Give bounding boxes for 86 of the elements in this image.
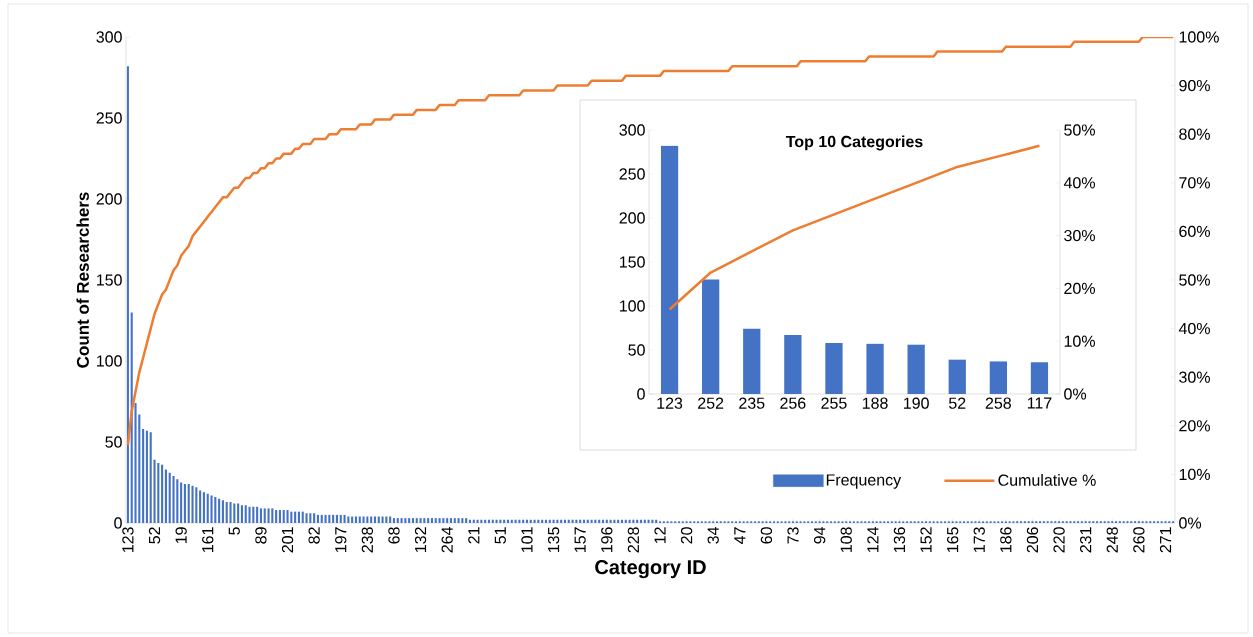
y2-tick-label: 60% bbox=[1179, 225, 1210, 238]
x-tick-label: 68 bbox=[388, 527, 400, 544]
y-tick-label: 150 bbox=[620, 256, 645, 268]
x-tick-label: 73 bbox=[787, 527, 799, 544]
x-tick-label: 123 bbox=[122, 527, 134, 552]
x-tick-label: 196 bbox=[601, 527, 613, 552]
y-tick-label: 300 bbox=[619, 124, 645, 136]
y2-tick-label: 100% bbox=[1179, 31, 1219, 43]
y2-tick-label: 90% bbox=[1179, 79, 1210, 92]
y2-tick-label: 10% bbox=[1064, 335, 1095, 347]
y2-tick-label: 20% bbox=[1064, 282, 1095, 295]
x-tick-label: 19 bbox=[175, 527, 187, 544]
x-tick-label: 108 bbox=[840, 527, 852, 552]
x-tick-label: 34 bbox=[707, 527, 719, 544]
x-tick-label: 132 bbox=[414, 527, 427, 552]
x-tick-label: 260 bbox=[1133, 527, 1145, 553]
x-tick-label: 89 bbox=[255, 527, 267, 544]
x-tick-label: 238 bbox=[361, 527, 374, 553]
legend-label: Frequency bbox=[826, 474, 902, 489]
x-tick-label: 258 bbox=[985, 397, 1011, 409]
x-tick-label: 235 bbox=[739, 397, 765, 409]
y-tick-label: 50 bbox=[105, 436, 122, 448]
y2-tick-label: 0% bbox=[1064, 388, 1087, 400]
x-tick-label: 124 bbox=[867, 527, 879, 552]
x-tick-label: 173 bbox=[973, 527, 985, 552]
x-tick-label: 51 bbox=[494, 527, 506, 544]
x-tick-label: 220 bbox=[1053, 527, 1065, 553]
x-tick-label: 152 bbox=[920, 527, 932, 552]
y-tick-label: 250 bbox=[96, 112, 122, 124]
chart-title: Top 10 Categories bbox=[785, 135, 923, 151]
y2-tick-label: 40% bbox=[1178, 322, 1210, 335]
x-tick-label: 136 bbox=[893, 527, 906, 552]
x-tick-label: 12 bbox=[654, 527, 666, 544]
x-tick-label: 248 bbox=[1106, 527, 1118, 553]
y-tick-label: 300 bbox=[96, 31, 122, 43]
x-tick-label: 82 bbox=[308, 527, 320, 544]
x-tick-label: 60 bbox=[760, 527, 773, 544]
y-tick-label: 100 bbox=[620, 300, 645, 312]
x-tick-label: 252 bbox=[698, 397, 724, 409]
x-tick-label: 188 bbox=[862, 397, 888, 409]
y-tick-label: 200 bbox=[619, 212, 645, 224]
y-tick-label: 100 bbox=[97, 355, 122, 367]
x-tick-label: 101 bbox=[521, 527, 533, 552]
x-tick-label: 52 bbox=[948, 397, 966, 409]
y-tick-label: 200 bbox=[96, 193, 122, 205]
x-tick-label: 20 bbox=[680, 527, 693, 544]
y2-tick-label: 30% bbox=[1179, 371, 1210, 383]
x-tick-label: 271 bbox=[1159, 527, 1172, 553]
y2-tick-label: 30% bbox=[1064, 229, 1095, 242]
x-tick-label: 52 bbox=[148, 527, 161, 544]
x-tick-label: 256 bbox=[780, 397, 806, 409]
y-tick-label: 50 bbox=[628, 344, 645, 356]
y-axis-title: Count of Researchers bbox=[76, 192, 89, 368]
x-axis-title: Category ID bbox=[595, 560, 706, 579]
x-tick-label: 5 bbox=[228, 527, 240, 535]
x-tick-label: 161 bbox=[202, 527, 214, 552]
x-tick-label: 21 bbox=[468, 527, 480, 544]
x-tick-label: 47 bbox=[734, 527, 746, 544]
x-tick-label: 201 bbox=[281, 527, 294, 553]
y2-tick-label: 50% bbox=[1179, 274, 1210, 286]
x-tick-label: 94 bbox=[813, 527, 826, 544]
y2-tick-label: 50% bbox=[1064, 124, 1095, 136]
y2-tick-label: 0% bbox=[1179, 517, 1202, 529]
x-tick-label: 165 bbox=[946, 527, 959, 552]
x-tick-label: 135 bbox=[547, 527, 560, 552]
x-tick-label: 228 bbox=[627, 527, 640, 553]
x-tick-label: 186 bbox=[1000, 527, 1012, 552]
y-tick-label: 150 bbox=[97, 274, 122, 286]
x-tick-label: 117 bbox=[1027, 397, 1052, 409]
y-tick-label: 250 bbox=[619, 168, 645, 180]
x-tick-label: 123 bbox=[657, 397, 683, 409]
x-tick-label: 157 bbox=[574, 527, 586, 552]
y-tick-label: 0 bbox=[637, 388, 645, 400]
y2-tick-label: 80% bbox=[1179, 128, 1210, 140]
x-tick-label: 264 bbox=[441, 527, 453, 553]
y2-tick-label: 70% bbox=[1179, 177, 1210, 189]
x-tick-label: 231 bbox=[1080, 527, 1092, 553]
y2-tick-label: 40% bbox=[1063, 177, 1095, 189]
x-tick-label: 255 bbox=[821, 397, 847, 409]
y2-tick-label: 20% bbox=[1179, 420, 1210, 432]
y-tick-label: 0 bbox=[114, 517, 122, 529]
y2-tick-label: 10% bbox=[1179, 468, 1210, 481]
legend-label: Cumulative % bbox=[998, 474, 1096, 486]
x-tick-label: 190 bbox=[904, 397, 929, 409]
x-tick-label: 197 bbox=[335, 527, 347, 552]
x-tick-label: 206 bbox=[1026, 527, 1039, 553]
